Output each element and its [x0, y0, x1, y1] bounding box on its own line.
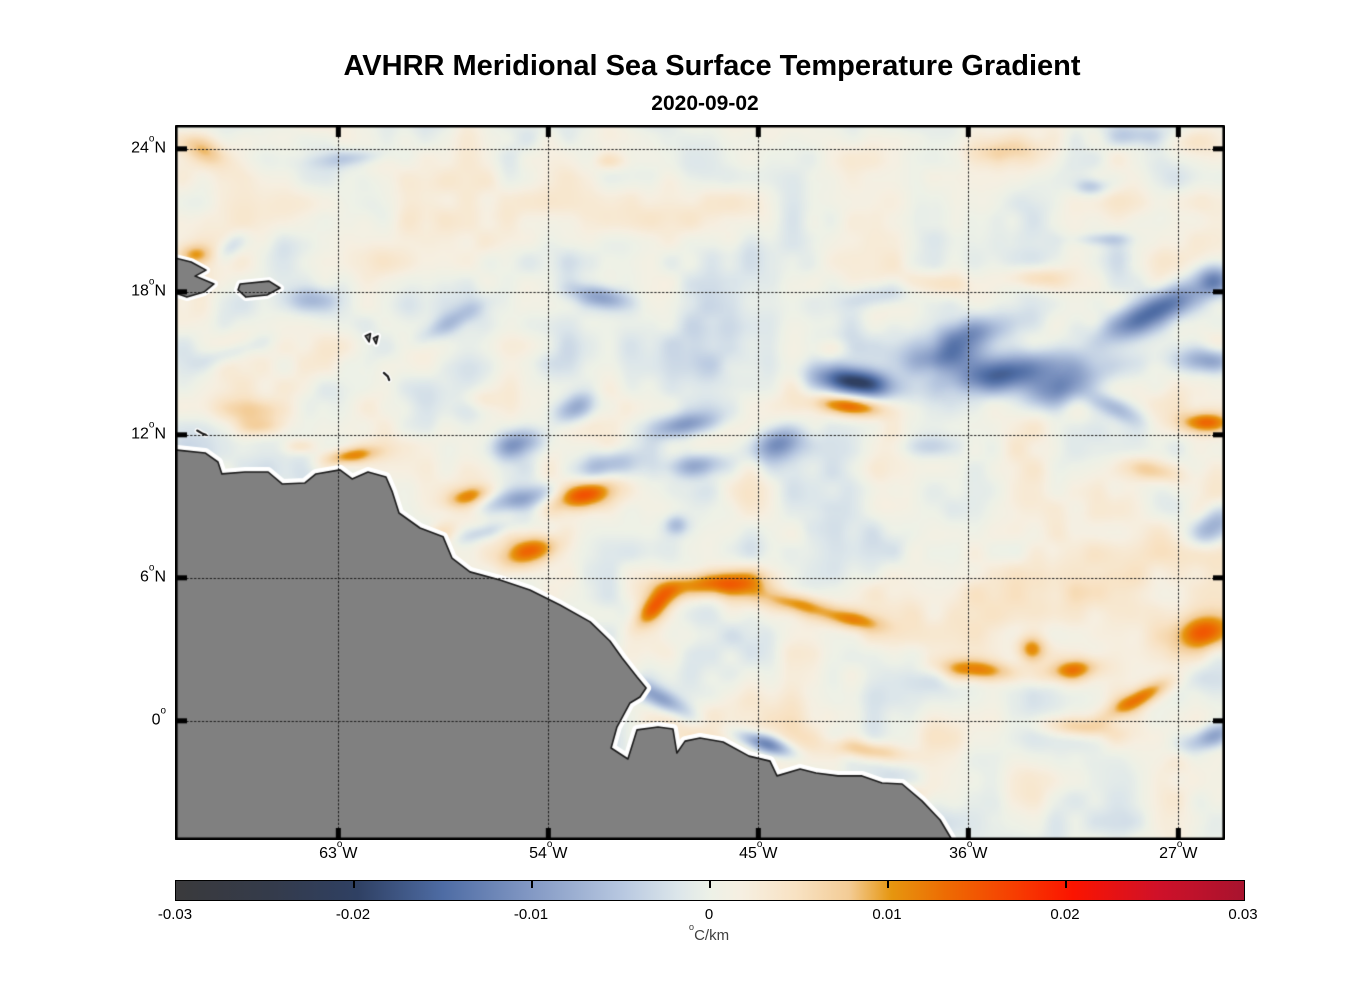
y-tick-label: 6oN [140, 562, 166, 586]
y-tick-label: 12oN [131, 419, 166, 443]
colorbar-tick [887, 881, 889, 888]
colorbar-tick-label: -0.01 [513, 906, 549, 923]
chart-subtitle: 2020-09-02 [651, 92, 759, 115]
colorbar-tick-label: -0.02 [335, 906, 371, 923]
colorbar-tick-label: 0 [704, 906, 714, 923]
map-canvas [175, 125, 1225, 840]
colorbar-tick [531, 881, 533, 888]
colorbar-tick-label: 0.03 [1228, 906, 1258, 923]
colorbar-tick [1065, 881, 1067, 888]
x-tick-label: 63oW [319, 839, 358, 862]
y-tick-label: 18oN [131, 276, 166, 300]
colorbar-unit-label: oC/km [688, 921, 730, 944]
colorbar-tick [709, 881, 711, 888]
y-tick-label: 24oN [131, 133, 166, 157]
colorbar-tick [353, 881, 355, 888]
colorbar-tick-label: 0.02 [1050, 906, 1080, 923]
colorbar-tick-label: 0.01 [872, 906, 902, 923]
colorbar-tick-label: -0.03 [157, 906, 193, 923]
x-tick-label: 45oW [739, 839, 778, 862]
chart-title: AVHRR Meridional Sea Surface Temperature… [343, 50, 1081, 82]
x-tick-label: 27oW [1159, 839, 1198, 862]
y-tick-label: 0o [151, 705, 166, 729]
colorbar [175, 880, 1245, 901]
x-tick-label: 54oW [529, 839, 568, 862]
x-tick-label: 36oW [949, 839, 988, 862]
